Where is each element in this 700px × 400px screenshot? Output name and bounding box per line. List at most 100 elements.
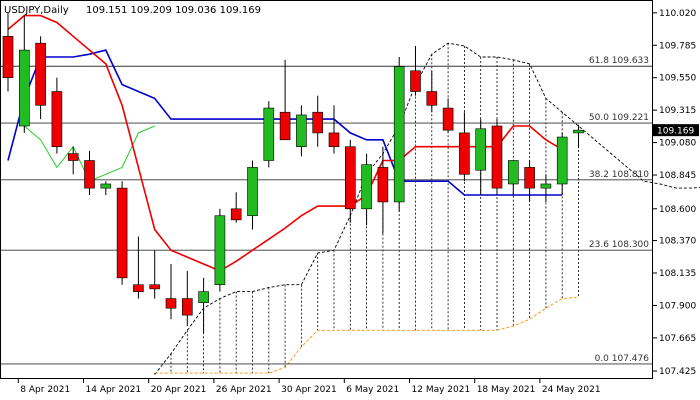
- candle: [18, 15, 30, 133]
- candle-body: [230, 208, 242, 221]
- candle: [182, 270, 193, 327]
- y-tick-label: 107.425: [659, 367, 696, 377]
- candle: [540, 174, 552, 202]
- candle-body: [18, 49, 30, 127]
- candle-body: [2, 35, 14, 79]
- x-tick-label: 24 May 2021: [542, 385, 601, 395]
- price-axis: 110.020 109.785 109.550 109.315 109.080 108.8…: [653, 9, 699, 377]
- candle-body: [361, 164, 372, 210]
- kijun-sen-line: [7, 14, 563, 272]
- y-tick-label: 107.900: [659, 301, 696, 311]
- y-tick-label: 108.600: [659, 205, 696, 215]
- candle-body: [100, 183, 112, 189]
- time-axis: 8 Apr 2021 14 Apr 2021 20 Apr 2021 26 Apr 2…: [17, 379, 601, 395]
- x-tick-label: 18 May 2021: [477, 385, 536, 395]
- candle-body: [507, 160, 519, 185]
- candle: [507, 160, 519, 196]
- candle-body: [116, 187, 128, 279]
- x-tick-label: 14 Apr 2021: [86, 385, 142, 395]
- candle-body: [556, 136, 568, 185]
- current-price-box: [653, 124, 699, 137]
- candle: [410, 45, 421, 96]
- candle: [247, 160, 258, 230]
- plot-border: [0, 0, 653, 379]
- candle: [2, 12, 14, 92]
- candle-body: [540, 183, 552, 189]
- candle: [84, 150, 95, 196]
- candle: [100, 181, 112, 196]
- x-tick-label: 26 Apr 2021: [216, 385, 272, 395]
- candle-body: [491, 125, 503, 189]
- candle-body: [328, 132, 340, 148]
- candle-body: [214, 215, 226, 286]
- y-tick-label: 108.845: [659, 171, 696, 181]
- senkou-span-b-line: [154, 296, 579, 374]
- fib-level-label: 38.2 108.810: [589, 170, 649, 180]
- candle-body: [133, 284, 144, 292]
- candle: [296, 105, 307, 157]
- candle: [475, 119, 487, 196]
- y-tick-label: 109.315: [659, 106, 696, 116]
- candle: [35, 36, 46, 120]
- y-tick-label: 107.665: [659, 334, 696, 344]
- candle: [344, 139, 356, 223]
- candle: [51, 77, 63, 154]
- x-tick-label: 20 Apr 2021: [151, 385, 207, 395]
- candle: [165, 264, 177, 320]
- fib-level-label: 50.0 109.221: [589, 113, 649, 123]
- candle-body: [51, 91, 63, 148]
- candle-body: [198, 291, 209, 303]
- senkou-span-a-line: [154, 42, 700, 375]
- candle-body: [279, 111, 291, 141]
- y-tick-label: 109.080: [659, 139, 696, 149]
- candle-body: [344, 146, 356, 210]
- candle: [426, 70, 438, 113]
- current-price-label: 109.169: [657, 127, 694, 137]
- candle-body: [263, 107, 275, 161]
- candle: [116, 181, 128, 285]
- candle: [312, 95, 324, 147]
- candle: [377, 146, 389, 234]
- candle: [573, 124, 584, 149]
- candle: [361, 153, 372, 226]
- candle: [149, 250, 160, 299]
- candle: [556, 132, 568, 196]
- candle: [214, 208, 226, 292]
- y-tick-label: 110.020: [659, 9, 696, 19]
- candle-body: [149, 284, 160, 290]
- candle-body: [35, 42, 46, 106]
- candle: [133, 236, 144, 299]
- fib-level-label: 0.0 107.476: [595, 354, 650, 364]
- x-tick-label: 8 Apr 2021: [20, 385, 70, 395]
- candle-body: [410, 70, 421, 92]
- candle-body: [393, 66, 405, 203]
- fibonacci-levels: 61.8 109.633 50.0 109.221 38.2 108.810 23.6…: [0, 56, 653, 365]
- candle-body: [84, 160, 95, 189]
- chart-title: USDJPY,Daily: [4, 5, 69, 16]
- candle-body: [573, 129, 584, 134]
- fib-level-label: 61.8 109.633: [589, 56, 649, 66]
- candle-body: [247, 167, 258, 217]
- ohlc-header: 109.151 109.209 109.036 109.169: [86, 5, 261, 16]
- candle: [328, 105, 340, 154]
- candle-body: [67, 153, 79, 161]
- candle: [442, 98, 454, 133]
- candles: [2, 12, 584, 334]
- candle-body: [426, 91, 438, 106]
- candle-body: [182, 298, 193, 316]
- candle: [263, 101, 275, 168]
- candle: [491, 119, 503, 196]
- candle-body: [312, 111, 324, 134]
- candle-body: [442, 107, 454, 131]
- plot-background: [0, 0, 653, 379]
- y-tick-label: 109.785: [659, 41, 696, 51]
- candle: [524, 160, 535, 202]
- candle: [67, 146, 79, 175]
- y-tick-label: 108.135: [659, 269, 696, 279]
- candle-body: [377, 167, 389, 203]
- candle-body: [475, 128, 487, 171]
- candle-body: [165, 298, 177, 309]
- x-tick-label: 12 May 2021: [412, 385, 471, 395]
- candle: [459, 112, 470, 182]
